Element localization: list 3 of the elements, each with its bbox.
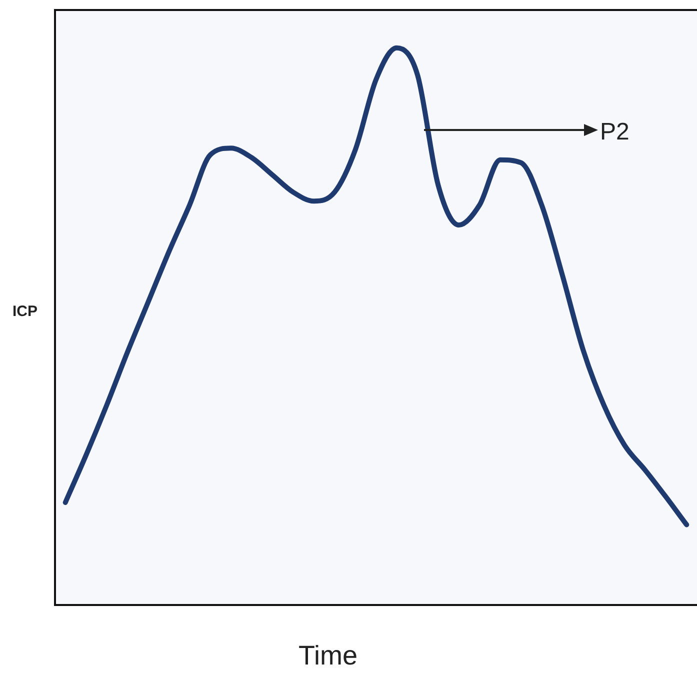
annotation: P2 [600, 118, 630, 146]
y-axis-title: ICP [12, 303, 38, 320]
x-axis-title: Time [298, 640, 358, 670]
